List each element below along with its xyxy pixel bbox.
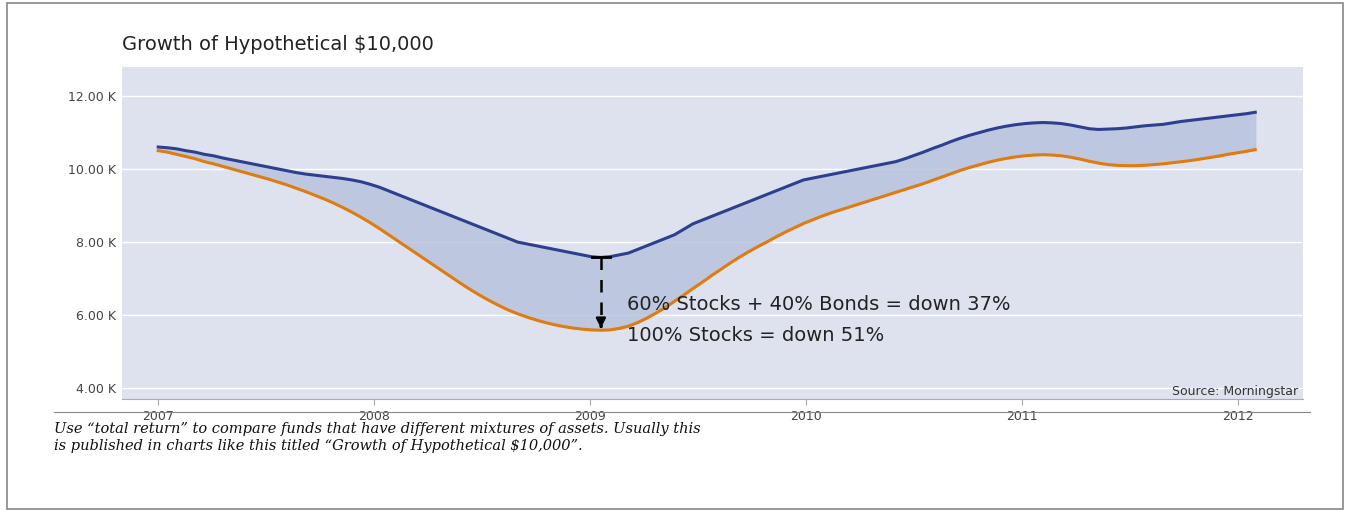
Text: Source: Morningstar: Source: Morningstar	[1172, 385, 1299, 397]
Text: 60% Stocks + 40% Bonds = down 37%: 60% Stocks + 40% Bonds = down 37%	[626, 295, 1010, 314]
Text: Growth of Hypothetical $10,000: Growth of Hypothetical $10,000	[122, 35, 433, 54]
Text: Use “total return” to compare funds that have different mixtures of assets. Usua: Use “total return” to compare funds that…	[54, 422, 701, 453]
Text: 100% Stocks = down 51%: 100% Stocks = down 51%	[626, 326, 884, 345]
